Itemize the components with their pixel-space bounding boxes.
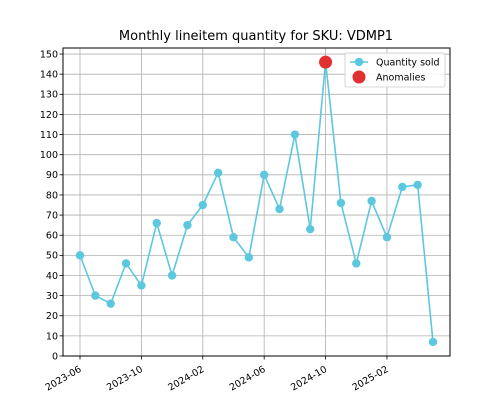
data-point: [306, 224, 315, 234]
data-point: [213, 168, 223, 178]
legend-label-quantity-sold: Quantity sold: [376, 58, 440, 69]
legend-marker-quantity-sold: [354, 57, 364, 67]
y-tick-label: 50: [46, 251, 58, 262]
data-point: [152, 218, 161, 228]
y-tick-label: 100: [40, 150, 58, 161]
data-point: [367, 196, 376, 206]
data-point: [290, 130, 300, 139]
data-point: [91, 291, 100, 300]
data-point: [198, 200, 207, 210]
x-tick-label: 2023-10: [105, 364, 145, 393]
y-tick-label: 130: [40, 90, 58, 101]
legend-label-anomalies: Anomalies: [376, 73, 426, 84]
anomaly-point: [319, 55, 333, 69]
y-axis: 0 10 20 30 40 50 60 70 80 90 100 110 120 130 140 150: [40, 49, 63, 362]
data-point: [259, 170, 269, 180]
chart-title: Monthly lineitem quantity for SKU: VDMP1: [119, 29, 393, 44]
data-point: [167, 271, 177, 280]
data-point: [121, 259, 131, 268]
data-point: [352, 259, 361, 268]
data-point: [137, 281, 146, 290]
y-tick-label: 10: [46, 331, 58, 342]
y-tick-label: 80: [46, 190, 58, 201]
data-point: [75, 251, 85, 260]
data-point: [398, 182, 407, 192]
y-tick-label: 70: [46, 210, 58, 221]
y-tick-label: 20: [46, 311, 58, 322]
y-tick-label: 40: [46, 271, 58, 282]
anomalies-layer: [319, 55, 333, 69]
x-tick-label: 2025-02: [351, 364, 391, 393]
y-tick-label: 120: [40, 110, 58, 121]
data-point: [183, 220, 192, 230]
data-point: [382, 233, 392, 242]
legend: Quantity sold Anomalies: [344, 52, 446, 88]
plot-frame: [62, 47, 451, 357]
y-tick-label: 150: [40, 49, 58, 60]
series-line: [79, 62, 434, 342]
y-tick-label: 140: [40, 70, 58, 81]
y-tick-label: 90: [46, 170, 58, 181]
data-point: [275, 204, 284, 214]
x-tick-label: 2024-10: [289, 364, 329, 393]
data-point: [428, 337, 438, 347]
data-point: [106, 299, 115, 308]
series-quantity-sold: [75, 57, 438, 347]
y-tick-label: 110: [40, 130, 58, 141]
legend-box: [344, 52, 446, 88]
x-tick-label: 2024-02: [166, 364, 206, 393]
data-point: [336, 198, 346, 208]
data-point: [244, 253, 254, 262]
y-tick-label: 30: [46, 291, 58, 302]
y-tick-label: 0: [52, 351, 58, 362]
x-tick-label: 2024-06: [228, 364, 268, 393]
data-point: [229, 233, 238, 242]
grid: [63, 48, 450, 357]
legend-marker-anomalies: [352, 70, 366, 84]
x-tick-label: 2023-06: [44, 364, 84, 393]
y-tick-label: 60: [46, 231, 58, 242]
x-axis: 2023-06 2023-10 2024-02 2024-06 2024-10 2025-…: [44, 356, 391, 393]
data-point: [413, 180, 422, 190]
